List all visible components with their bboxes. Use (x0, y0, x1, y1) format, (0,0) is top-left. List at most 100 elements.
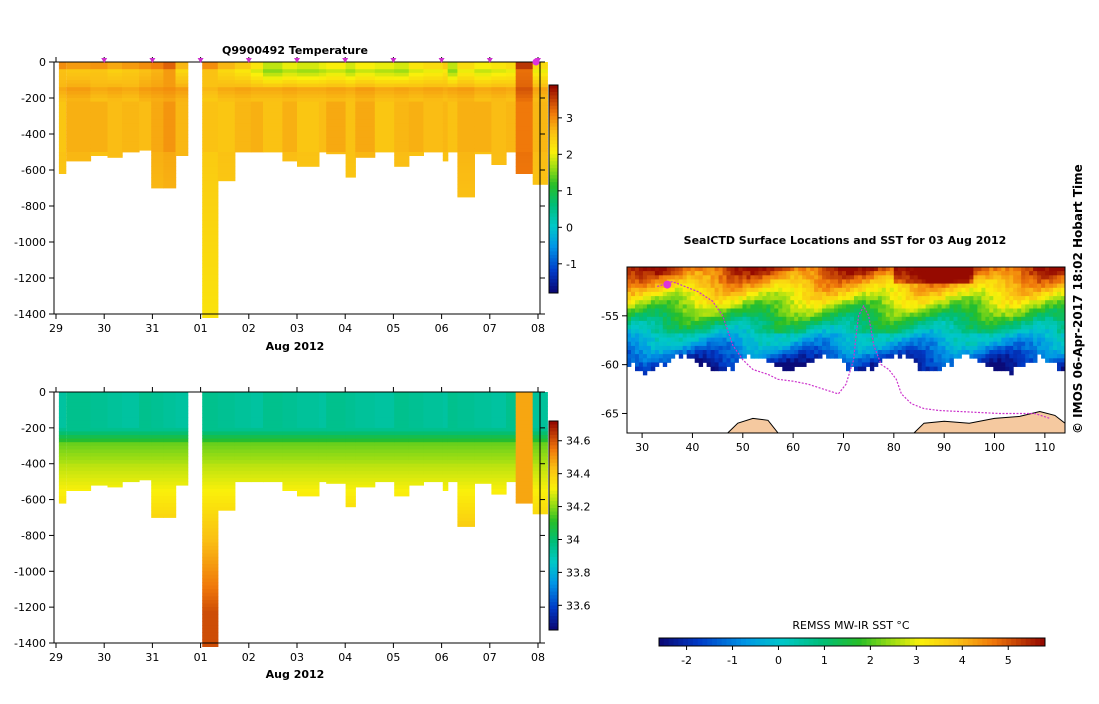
temperature-colorbar-swatch (549, 178, 558, 183)
temperature-profile-cell (457, 177, 475, 182)
temperature-profile-cell (234, 101, 252, 106)
sst-map-cell (1057, 366, 1062, 372)
salinity-profile-cell (423, 456, 444, 461)
salinity-profile-cell (515, 474, 534, 479)
temperature-profile-cell (491, 101, 507, 106)
sst-map-cell (730, 316, 735, 322)
sst-map-cell (865, 291, 871, 297)
sst-map-cell (722, 279, 727, 284)
temperature-profile-cell (163, 137, 177, 142)
temperature-profile-cell (175, 108, 189, 113)
sst-map-cell (762, 283, 767, 289)
sst-map-cell (638, 325, 644, 330)
sst-map-cell (658, 329, 664, 334)
sst-map-cell (730, 329, 735, 334)
sst-map-cell (873, 291, 879, 297)
salinity-profile-cell (423, 460, 444, 465)
sst-map-cell (1045, 316, 1050, 322)
salinity-profile-cell (474, 481, 492, 484)
sst-map-cell (730, 362, 735, 367)
salinity-profile-cell (447, 445, 458, 450)
temperature-profile-cell (263, 137, 283, 142)
salinity-profile-cell (122, 435, 140, 439)
temperature-profile-cell (90, 130, 108, 135)
sst-map-cell (806, 354, 811, 359)
sst-map-cell (1021, 275, 1026, 280)
sst-map-cell (774, 275, 779, 280)
sst-map-cell (949, 296, 954, 301)
salinity-profile-cell (282, 478, 298, 483)
salinity-profile-cell (58, 499, 67, 504)
salinity-profile-cell (234, 470, 252, 475)
sst-map-cell (834, 308, 839, 314)
salinity-profile-cell (457, 496, 475, 500)
sst-map-cell (857, 362, 863, 367)
salinity-profile-cell (374, 474, 395, 479)
sst-map-cell (985, 296, 990, 301)
sst-map-cell (1029, 275, 1034, 280)
sst-map-cell (889, 325, 895, 330)
sst-map-cell (662, 337, 668, 343)
sst-map-cell (826, 325, 831, 330)
temperature-profile-cell (447, 105, 458, 110)
sst-map-cell (766, 325, 771, 330)
sst-map-cell (941, 329, 946, 334)
salinity-profile-cell (66, 442, 92, 447)
temperature-profile-cell (151, 80, 164, 84)
temperature-profile-cell (58, 123, 67, 128)
sst-map-cell (738, 316, 743, 322)
temperature-profile-cell (151, 173, 164, 178)
sst-map-cell (682, 345, 688, 351)
sst-map-cell (778, 308, 783, 314)
sst-map-cell (937, 283, 942, 289)
sst-map-cell (722, 304, 727, 309)
sst-map-cell (877, 283, 883, 289)
salinity-profile-cell (66, 445, 92, 450)
temperature-profile-cell (234, 76, 252, 81)
sst-map-cell (638, 300, 644, 305)
salinity-profile-cell (58, 395, 67, 400)
temperature-profile-cell (345, 144, 356, 149)
sst-map-cell (631, 275, 636, 280)
sst-map-cell (1049, 267, 1054, 272)
sst-map-cell (782, 283, 787, 289)
temperature-profile-cell (163, 83, 177, 88)
sst-map-cell (917, 337, 923, 343)
temperature-profile-cell (263, 130, 283, 135)
salinity-profile-cell (151, 445, 164, 450)
sst-map-cell (814, 337, 819, 343)
temperature-profile-cell (457, 180, 475, 185)
sst-map-cell (714, 329, 719, 334)
temperature-profile-cell (394, 134, 410, 138)
sst-map-cell (635, 291, 640, 297)
sst-map-cell (961, 312, 966, 318)
sst-map-cell (977, 296, 982, 301)
sst-map-cell (734, 354, 739, 359)
sst-map-cell (654, 345, 660, 351)
salinity-profile-cell (122, 399, 140, 404)
salinity-profile-cell (58, 402, 67, 407)
sst-map-cell (969, 345, 974, 351)
sst-map-cell (738, 275, 743, 280)
temperature-profile-cell (318, 94, 327, 99)
sst-map-cell (905, 308, 911, 314)
salinity-profile-cell (107, 427, 123, 432)
sst-colorbar-swatch (871, 638, 877, 646)
salinity-profile-cell (345, 413, 356, 418)
sst-map-cell (838, 271, 843, 276)
salinity-profile-cell (151, 506, 164, 511)
temperature-profile-cell (345, 69, 356, 74)
temperature-profile-cell (107, 90, 123, 95)
sst-map-cell (889, 354, 895, 359)
salinity-profile-cell (163, 474, 177, 479)
sst-map-cell (985, 358, 990, 363)
sst-map-cell (786, 291, 791, 297)
sst-map-cell (1017, 267, 1022, 272)
sst-map-cell (786, 354, 791, 359)
temperature-profile-cell (107, 105, 123, 110)
salinity-profile-cell (318, 445, 327, 450)
profile-marker (197, 58, 204, 63)
sst-map-cell (834, 271, 839, 276)
sst-map-cell (750, 296, 755, 301)
salinity-profile-cell (122, 467, 140, 472)
